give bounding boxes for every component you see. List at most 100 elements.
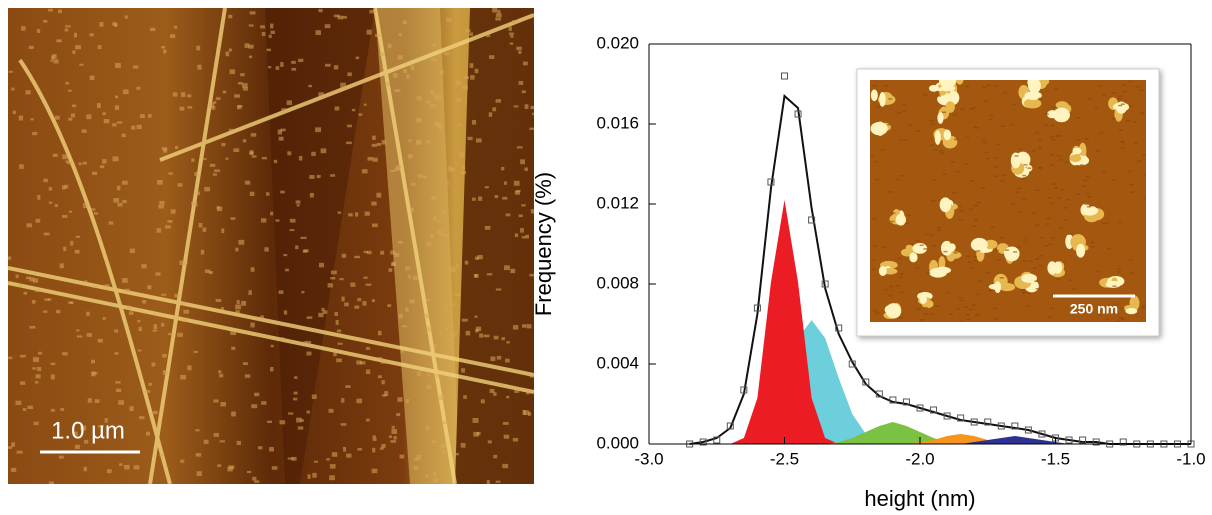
- data-point: [726, 422, 734, 430]
- texture: [114, 352, 119, 355]
- texture: [361, 169, 368, 174]
- texture: [900, 291, 905, 294]
- texture: [343, 446, 347, 452]
- texture: [1118, 129, 1123, 131]
- texture: [952, 192, 957, 194]
- texture: [247, 470, 252, 474]
- texture: [974, 219, 979, 221]
- texture: [100, 165, 105, 169]
- texture: [249, 191, 255, 197]
- texture: [461, 318, 468, 322]
- texture: [285, 268, 289, 272]
- texture: [514, 389, 520, 393]
- y-tick-label: 0.016: [596, 113, 639, 132]
- texture: [222, 90, 227, 94]
- texture: [63, 246, 67, 252]
- texture: [102, 317, 106, 320]
- texture: [248, 290, 252, 295]
- texture: [372, 157, 378, 162]
- texture: [965, 136, 970, 139]
- texture: [158, 205, 164, 209]
- texture: [196, 45, 201, 51]
- texture: [475, 138, 482, 143]
- data-point: [1065, 436, 1073, 444]
- texture: [320, 148, 327, 154]
- texture: [431, 196, 437, 200]
- texture: [432, 471, 437, 477]
- texture: [444, 305, 448, 309]
- texture: [398, 313, 403, 319]
- texture: [870, 89, 878, 102]
- texture: [906, 214, 911, 217]
- texture: [372, 437, 377, 441]
- texture: [288, 412, 294, 415]
- texture: [463, 395, 467, 399]
- texture: [971, 106, 976, 109]
- texture: [904, 222, 909, 225]
- texture: [122, 278, 128, 283]
- texture: [29, 325, 36, 329]
- texture: [346, 124, 352, 128]
- texture: [996, 143, 1001, 146]
- texture: [355, 56, 360, 60]
- texture: [456, 98, 462, 102]
- texture: [488, 112, 493, 117]
- texture: [114, 329, 119, 333]
- texture: [529, 273, 534, 277]
- texture: [33, 421, 39, 426]
- texture: [475, 328, 479, 333]
- texture: [433, 478, 438, 483]
- texture: [903, 139, 908, 141]
- texture: [438, 331, 444, 335]
- texture: [1102, 321, 1107, 322]
- texture: [897, 257, 902, 260]
- texture: [1021, 178, 1026, 180]
- data-point: [957, 414, 965, 422]
- texture: [526, 324, 532, 329]
- texture: [197, 64, 202, 70]
- texture: [136, 124, 142, 130]
- texture: [1057, 135, 1062, 137]
- texture: [1087, 307, 1092, 309]
- texture: [289, 229, 295, 232]
- texture: [1023, 164, 1028, 166]
- texture: [413, 465, 419, 470]
- texture: [1049, 202, 1054, 205]
- texture: [48, 201, 53, 204]
- texture: [228, 14, 233, 19]
- texture: [513, 105, 519, 108]
- texture: [291, 60, 296, 64]
- texture: [1035, 288, 1040, 290]
- data-point: [781, 72, 788, 80]
- texture: [493, 454, 498, 459]
- texture: [97, 45, 102, 50]
- texture: [286, 100, 293, 106]
- texture: [76, 329, 80, 332]
- texture: [937, 229, 942, 232]
- texture: [31, 299, 36, 304]
- texture: [871, 268, 876, 270]
- texture: [416, 371, 422, 377]
- texture: [928, 84, 939, 92]
- texture: [923, 313, 928, 315]
- texture: [390, 169, 396, 172]
- texture: [193, 350, 199, 353]
- texture: [376, 142, 381, 146]
- texture: [1128, 105, 1133, 107]
- texture: [325, 63, 331, 67]
- data-point: [943, 412, 951, 420]
- texture: [1019, 321, 1024, 322]
- texture: [937, 227, 942, 229]
- texture: [365, 347, 371, 350]
- texture: [1131, 121, 1136, 123]
- texture: [522, 410, 527, 415]
- texture: [925, 233, 930, 236]
- texture: [988, 290, 993, 292]
- texture: [93, 212, 99, 215]
- texture: [1056, 155, 1061, 157]
- texture: [250, 133, 257, 137]
- texture: [116, 121, 123, 124]
- texture: [472, 197, 476, 201]
- texture: [1125, 119, 1130, 122]
